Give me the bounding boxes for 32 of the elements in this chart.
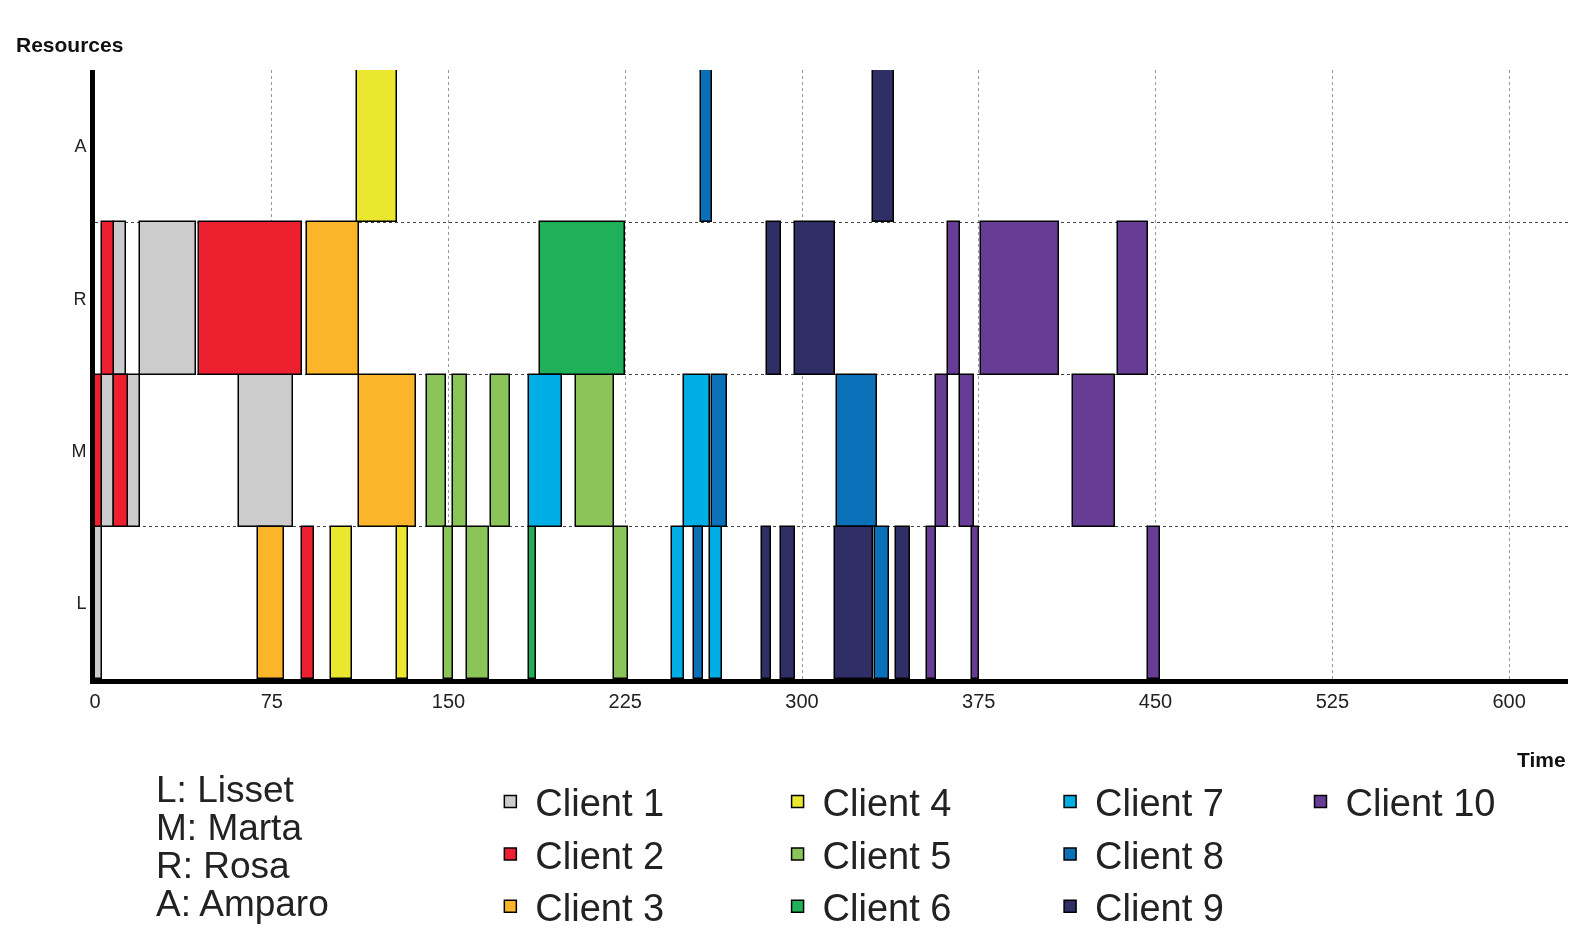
legend-label: Client 8: [1095, 834, 1224, 877]
y-tick-label: A: [74, 136, 87, 157]
x-tick-label: 300: [785, 690, 819, 712]
x-tick-label: 75: [260, 690, 283, 712]
x-tick-label: 525: [1315, 690, 1350, 712]
x-tick-label: 150: [431, 690, 466, 712]
legend-label: Client 7: [1095, 782, 1224, 825]
x-tick-label: 225: [608, 690, 642, 712]
legend-label: Client 5: [822, 834, 952, 877]
x-tick-label: 600: [1492, 690, 1526, 712]
bar: [1116, 220, 1148, 375]
bar: [871, 70, 894, 222]
y-axis-title: Resources: [16, 33, 124, 56]
x-tick-label: 450: [1138, 690, 1173, 712]
bar: [765, 220, 781, 375]
x-axis-title: Time: [1517, 748, 1566, 771]
bar: [979, 220, 1059, 375]
x-tick-label: 0: [89, 690, 101, 712]
legend-label: Client 9: [1095, 887, 1224, 930]
x-tick-label: 375: [962, 690, 996, 712]
y-tick-label: M: [71, 440, 87, 461]
legend-label: Client 2: [535, 834, 665, 877]
legend-label: Client 4: [822, 782, 952, 825]
bar: [1071, 373, 1115, 527]
y-tick-label: L: [76, 593, 87, 614]
y-tick-label: R: [73, 288, 87, 309]
legend-label: Client 10: [1345, 782, 1496, 825]
legend-label: Client 1: [535, 782, 665, 825]
legend-label: Client 3: [535, 887, 665, 930]
bar: [699, 70, 712, 222]
text: L: Lisset M: Marta R: Rosa A: Amparo: [156, 769, 329, 924]
legend-label: Client 6: [822, 887, 952, 930]
